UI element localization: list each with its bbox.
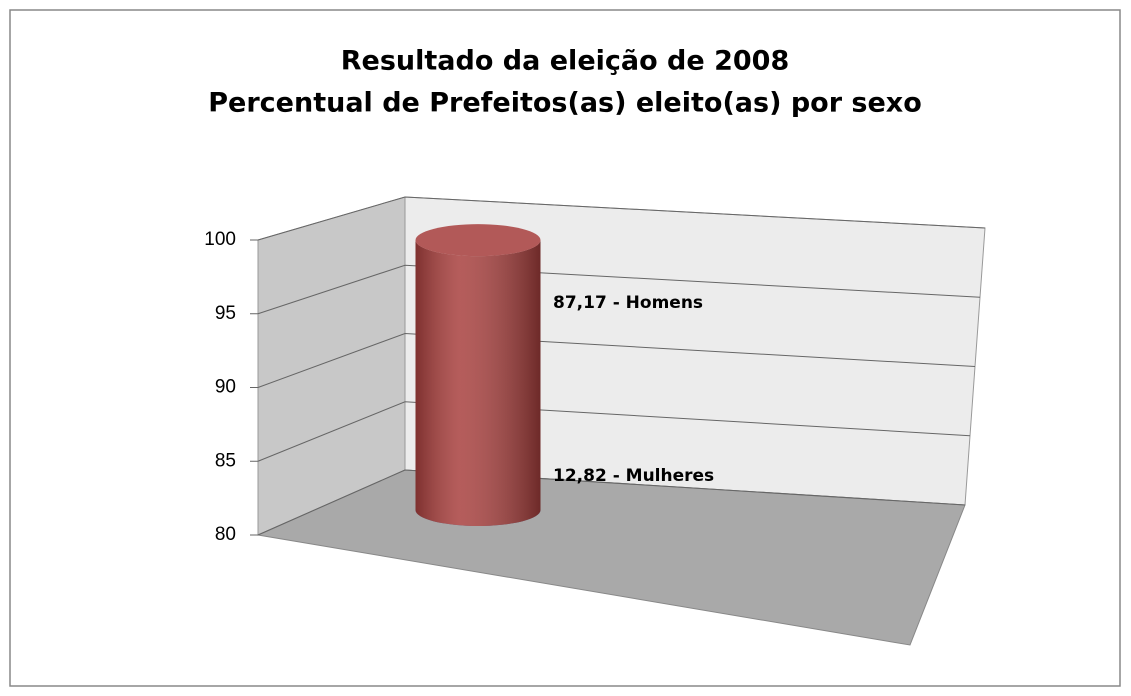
grid-line bbox=[257, 469, 966, 536]
data-label: 87,17 - Homens bbox=[553, 293, 703, 313]
bar-shade bbox=[415, 240, 541, 526]
grid-line bbox=[257, 332, 976, 388]
y-tick-label: 90 bbox=[215, 377, 236, 398]
chart-title: Percentual de Prefeitos(as) eleito(as) p… bbox=[208, 88, 922, 119]
grid-line bbox=[257, 264, 981, 315]
y-tick-label: 85 bbox=[215, 450, 236, 471]
y-tick-label: 100 bbox=[204, 229, 236, 250]
data-label: 12,82 - Mulheres bbox=[553, 466, 714, 486]
y-tick-label: 95 bbox=[215, 303, 236, 324]
grid-line bbox=[257, 401, 971, 462]
grid-line bbox=[257, 196, 986, 241]
chart-title: Resultado da eleição de 2008 bbox=[341, 46, 790, 77]
y-tick-label: 80 bbox=[215, 524, 236, 545]
bar-top bbox=[415, 224, 541, 257]
